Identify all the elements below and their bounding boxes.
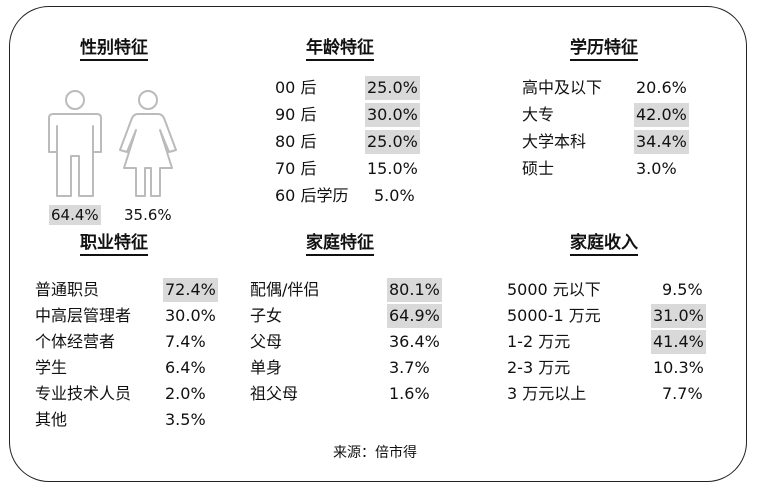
education-title: 学历特征 xyxy=(570,38,638,61)
age-row: 70 后 15.0% xyxy=(275,157,425,183)
age-row: 80 后 25.0% xyxy=(275,130,425,156)
occupation-value: 2.0% xyxy=(165,384,206,403)
income-value: 7.7% xyxy=(662,384,703,403)
family-value: 3.7% xyxy=(389,358,430,377)
age-row: 60 后学历 5.0% xyxy=(275,184,425,210)
age-label: 00 后 xyxy=(275,78,317,97)
family-row: 父母 36.4% xyxy=(250,330,440,356)
education-value: 3.0% xyxy=(636,159,677,178)
age-value: 25.0% xyxy=(365,76,420,100)
occupation-label: 中高层管理者 xyxy=(35,306,132,325)
income-label: 1-2 万元 xyxy=(507,332,571,351)
age-label: 60 后学历 xyxy=(275,186,349,205)
occupation-row: 专业技术人员 2.0% xyxy=(35,382,220,408)
female-figure-icon xyxy=(119,90,177,197)
education-row: 硕士 3.0% xyxy=(522,157,692,183)
age-value: 30.0% xyxy=(365,103,420,127)
family-label: 子女 xyxy=(250,306,283,325)
occupation-value: 7.4% xyxy=(165,332,206,351)
family-row: 配偶/伴侣 80.1% xyxy=(250,278,442,304)
age-row: 90 后 30.0% xyxy=(275,103,425,129)
age-label: 80 后 xyxy=(275,132,317,151)
income-value: 10.3% xyxy=(653,358,704,377)
gender-title: 性别特征 xyxy=(80,38,148,61)
family-value: 1.6% xyxy=(389,384,430,403)
income-label: 3 万元以上 xyxy=(507,384,587,403)
occupation-row: 其他 3.5% xyxy=(35,408,220,434)
occupation-label: 学生 xyxy=(35,358,68,377)
education-row: 高中及以下 20.6% xyxy=(522,76,692,102)
occupation-label: 其他 xyxy=(35,410,68,429)
source-note: 来源：倍市得 xyxy=(333,445,417,461)
age-value: 25.0% xyxy=(365,130,420,154)
female-percent: 35.6% xyxy=(124,206,172,224)
income-label: 5000-1 万元 xyxy=(507,306,601,325)
education-row: 大专 42.0% xyxy=(522,103,692,129)
age-label: 70 后 xyxy=(275,159,317,178)
age-value: 15.0% xyxy=(367,159,418,178)
education-label: 大专 xyxy=(522,105,555,124)
occupation-row: 学生 6.4% xyxy=(35,356,220,382)
income-row: 1-2 万元 41.4% xyxy=(507,330,707,356)
family-row: 单身 3.7% xyxy=(250,356,440,382)
male-percent: 64.4% xyxy=(49,205,101,225)
age-value: 5.0% xyxy=(374,186,415,205)
education-label: 硕士 xyxy=(522,159,555,178)
age-row: 00 后 25.0% xyxy=(275,76,425,102)
family-label: 配偶/伴侣 xyxy=(250,280,320,299)
occupation-title: 职业特征 xyxy=(80,233,148,256)
income-row: 5000-1 万元 31.0% xyxy=(507,304,707,330)
family-label: 祖父母 xyxy=(250,384,299,403)
family-value: 64.9% xyxy=(387,304,442,328)
family-title: 家庭特征 xyxy=(306,233,374,256)
family-label: 单身 xyxy=(250,358,283,377)
family-value: 36.4% xyxy=(389,332,440,351)
education-value: 34.4% xyxy=(634,130,689,154)
age-title: 年龄特征 xyxy=(306,38,374,61)
income-value: 31.0% xyxy=(651,304,706,328)
education-row: 大学本科 34.4% xyxy=(522,130,692,156)
occupation-row: 中高层管理者 30.0% xyxy=(35,304,220,330)
family-row: 祖父母 1.6% xyxy=(250,382,440,408)
occupation-row: 个体经营者 7.4% xyxy=(35,330,220,356)
income-value: 9.5% xyxy=(662,280,703,299)
occupation-value: 30.0% xyxy=(165,306,216,325)
income-title: 家庭收入 xyxy=(570,233,638,256)
education-label: 高中及以下 xyxy=(522,78,603,97)
occupation-value: 3.5% xyxy=(165,410,206,429)
occupation-label: 普通职员 xyxy=(35,280,100,299)
income-row: 5000 元以下 9.5% xyxy=(507,278,707,304)
family-row: 子女 64.9% xyxy=(250,304,442,330)
male-figure-icon xyxy=(48,90,102,197)
occupation-value: 6.4% xyxy=(165,358,206,377)
income-row: 3 万元以上 7.7% xyxy=(507,382,707,408)
family-label: 父母 xyxy=(250,332,283,351)
education-value: 20.6% xyxy=(636,78,687,97)
occupation-value: 72.4% xyxy=(163,278,218,302)
income-row: 2-3 万元 10.3% xyxy=(507,356,707,382)
occupation-label: 个体经营者 xyxy=(35,332,116,351)
income-label: 2-3 万元 xyxy=(507,358,571,377)
age-label: 90 后 xyxy=(275,105,317,124)
family-value: 80.1% xyxy=(387,278,442,302)
occupation-row: 普通职员 72.4% xyxy=(35,278,220,304)
occupation-label: 专业技术人员 xyxy=(35,384,132,403)
education-value: 42.0% xyxy=(634,103,689,127)
income-value: 41.4% xyxy=(651,330,706,354)
education-label: 大学本科 xyxy=(522,132,587,151)
income-label: 5000 元以下 xyxy=(507,280,601,299)
